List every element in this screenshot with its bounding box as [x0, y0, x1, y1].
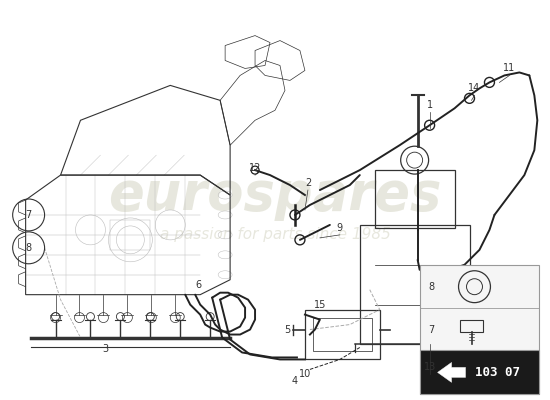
Text: 8: 8 — [25, 243, 32, 253]
Bar — [420, 265, 540, 394]
Text: 7: 7 — [428, 324, 434, 334]
Text: 103 07: 103 07 — [475, 366, 520, 379]
Text: 13: 13 — [424, 362, 436, 372]
Text: 9: 9 — [337, 223, 343, 233]
Text: 11: 11 — [503, 64, 515, 74]
Text: 8: 8 — [428, 282, 434, 292]
Bar — [111, 220, 150, 250]
Text: 4: 4 — [292, 376, 298, 386]
Bar — [305, 310, 380, 360]
Bar — [313, 318, 372, 352]
Text: 5: 5 — [284, 324, 290, 334]
Text: 6: 6 — [195, 280, 201, 290]
Bar — [460, 320, 483, 332]
Text: a passion for parts since 1985: a passion for parts since 1985 — [160, 227, 390, 242]
Text: 7: 7 — [25, 210, 32, 220]
Bar — [420, 350, 540, 394]
Text: 12: 12 — [249, 163, 261, 173]
Polygon shape — [438, 362, 465, 382]
Text: 2: 2 — [305, 178, 311, 188]
Text: 10: 10 — [299, 369, 311, 379]
Text: 15: 15 — [314, 300, 326, 310]
Bar — [360, 225, 470, 344]
Text: 3: 3 — [102, 344, 108, 354]
Text: 14: 14 — [469, 83, 481, 93]
Text: 1: 1 — [427, 100, 433, 110]
Text: eurospares: eurospares — [108, 169, 442, 221]
Bar — [375, 170, 454, 228]
